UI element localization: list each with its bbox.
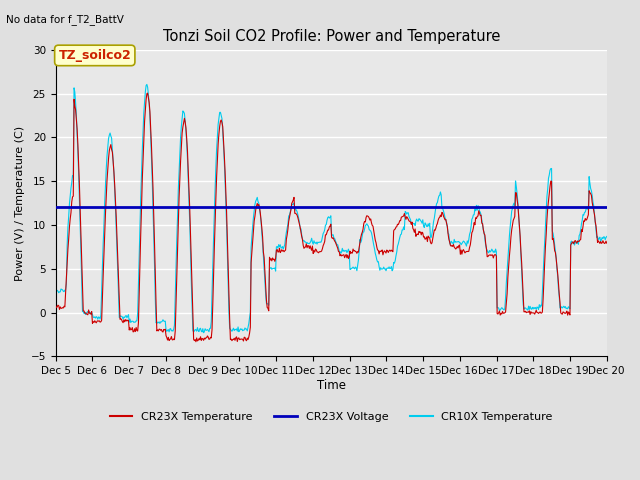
Text: No data for f_T2_BattV: No data for f_T2_BattV <box>6 14 124 25</box>
Y-axis label: Power (V) / Temperature (C): Power (V) / Temperature (C) <box>15 125 25 281</box>
Legend: CR23X Temperature, CR23X Voltage, CR10X Temperature: CR23X Temperature, CR23X Voltage, CR10X … <box>105 408 557 427</box>
X-axis label: Time: Time <box>317 379 346 392</box>
Title: Tonzi Soil CO2 Profile: Power and Temperature: Tonzi Soil CO2 Profile: Power and Temper… <box>163 29 500 44</box>
Text: TZ_soilco2: TZ_soilco2 <box>58 49 131 62</box>
